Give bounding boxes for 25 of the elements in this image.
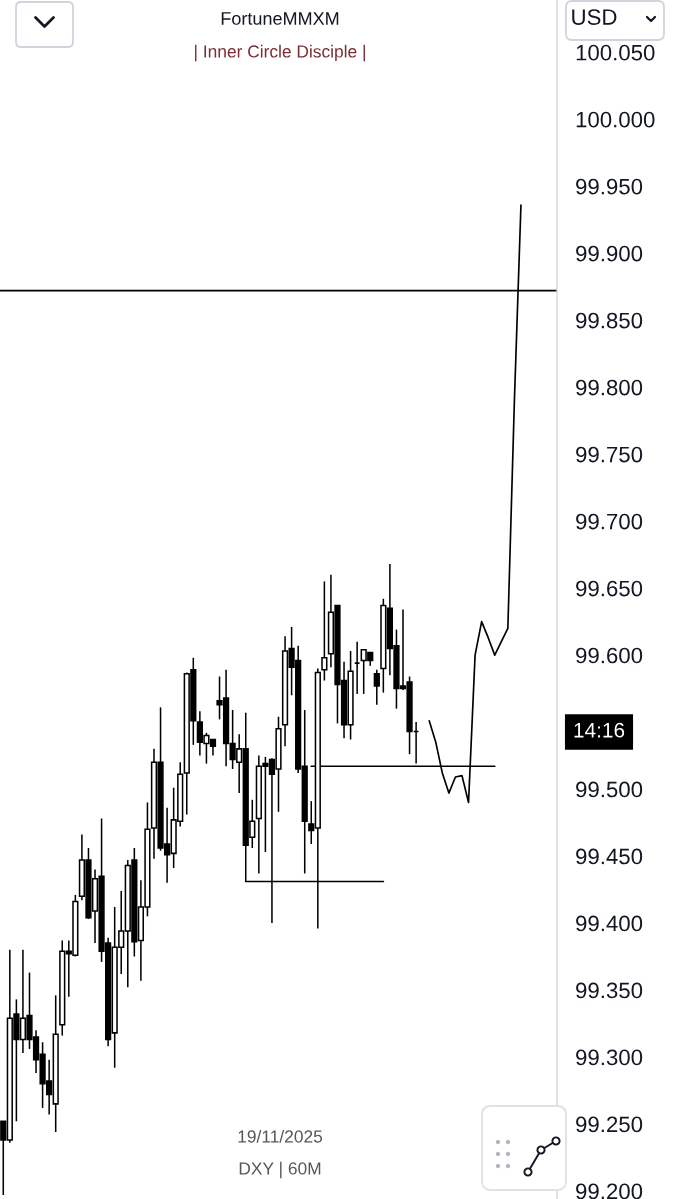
y-tick-label: 99.300 [576,1049,643,1066]
candlestick [321,580,328,682]
y-tick-label: 99.650 [576,580,643,597]
y-tick-label: 100.000 [576,111,655,128]
y-tick-label: 99.450 [576,848,643,865]
y-tick-label: 99.850 [576,312,643,329]
text: | Inner Circle Disciple | [195,44,365,62]
y-tick-label: 99.250 [576,1116,643,1133]
annotation: DXY | 60M [239,1161,321,1179]
y-tick-label: 99.600 [576,647,643,664]
y-tick-label: 99.900 [576,245,643,262]
text: 14:16 [574,722,625,738]
annotation: 19/11/2025 [238,1129,323,1143]
y-tick-label: 99.750 [576,446,643,463]
y-tick-label: 99.700 [576,513,643,530]
y-axis-title: USD [572,9,617,25]
y-tick-label: 99.350 [576,982,643,999]
y-tick-label: 100.050 [576,44,655,61]
y-tick-label: 99.500 [576,781,643,798]
y-tick-label: 99.800 [576,379,643,396]
y-tick-label: 99.200 [576,1183,643,1199]
y-tick-label: 99.400 [576,915,643,932]
text: FortuneMMXM [221,12,339,25]
y-tick-label: 99.950 [576,178,643,195]
candlestick [373,669,380,706]
